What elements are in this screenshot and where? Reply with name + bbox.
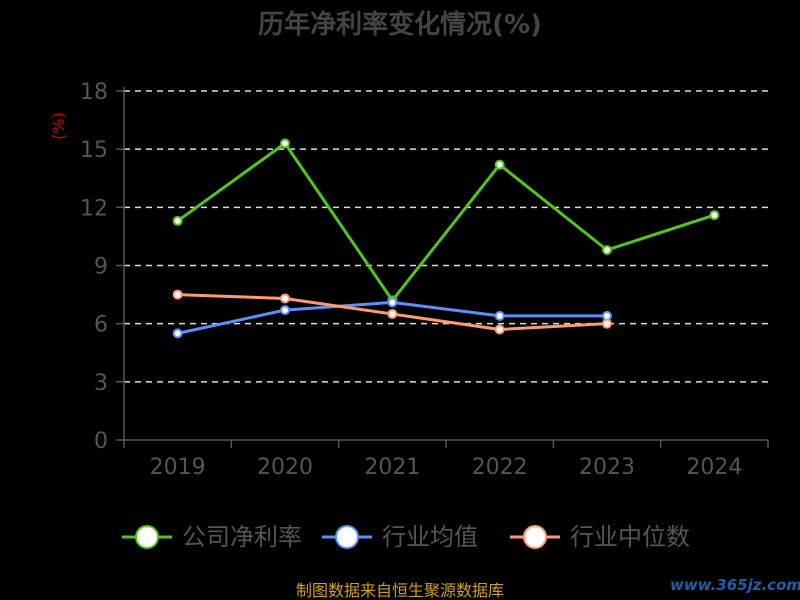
data-point[interactable]	[172, 328, 183, 339]
x-tick-label: 2023	[579, 455, 635, 480]
data-point[interactable]	[172, 215, 183, 226]
legend-marker	[135, 525, 159, 549]
x-tick-label: 2019	[150, 455, 206, 480]
y-tick-label: 18	[80, 80, 108, 105]
x-tick-label: 2021	[364, 455, 420, 480]
series-lines	[172, 138, 720, 339]
legend-label: 公司净利率	[182, 523, 302, 551]
legend-label: 行业均值	[382, 523, 478, 551]
legend-item[interactable]: 公司净利率	[122, 523, 302, 551]
legend[interactable]: 公司净利率 行业均值 行业中位数	[122, 523, 690, 551]
x-tick-label: 2022	[472, 455, 528, 480]
legend-label: 行业中位数	[570, 523, 690, 551]
y-tick-labels: 0 3 6 9 12 15 18	[80, 80, 108, 454]
y-tick-label: 15	[80, 138, 108, 163]
legend-item[interactable]: 行业中位数	[510, 523, 690, 551]
x-tick-label: 2020	[257, 455, 313, 480]
chart-title: 历年净利率变化情况(%)	[258, 9, 542, 40]
data-point[interactable]	[280, 305, 290, 316]
y-tick-label: 9	[94, 255, 108, 280]
x-tick-labels: 2019 2020 2021 2022 2023 2024	[150, 455, 743, 480]
series-line	[176, 141, 715, 302]
data-point[interactable]	[387, 308, 398, 319]
series-3	[172, 289, 612, 335]
y-axis-label: (%)	[49, 112, 68, 140]
data-point[interactable]	[602, 318, 612, 329]
data-point[interactable]	[387, 297, 398, 308]
watermark-logo: www.365jz.com	[670, 576, 800, 594]
data-point[interactable]	[280, 138, 290, 149]
data-point[interactable]	[602, 244, 612, 255]
data-point[interactable]	[494, 310, 505, 321]
data-source-note: 制图数据来自恒生聚源数据库	[296, 581, 504, 600]
legend-marker	[335, 525, 359, 549]
x-tick-label: 2024	[686, 455, 742, 480]
data-point[interactable]	[494, 159, 505, 170]
grid-lines	[124, 90, 768, 383]
data-point[interactable]	[494, 324, 505, 335]
y-tick-label: 3	[94, 371, 108, 396]
y-tick-label: 0	[94, 429, 108, 454]
y-tick-label: 6	[94, 313, 108, 338]
data-point[interactable]	[709, 210, 720, 221]
data-point[interactable]	[280, 293, 290, 304]
axes	[116, 87, 769, 448]
y-tick-label: 12	[80, 196, 108, 221]
legend-marker	[523, 525, 547, 549]
series-1	[172, 138, 720, 306]
legend-item[interactable]: 行业均值	[322, 523, 478, 551]
series-2	[172, 297, 612, 339]
data-point[interactable]	[172, 289, 183, 300]
